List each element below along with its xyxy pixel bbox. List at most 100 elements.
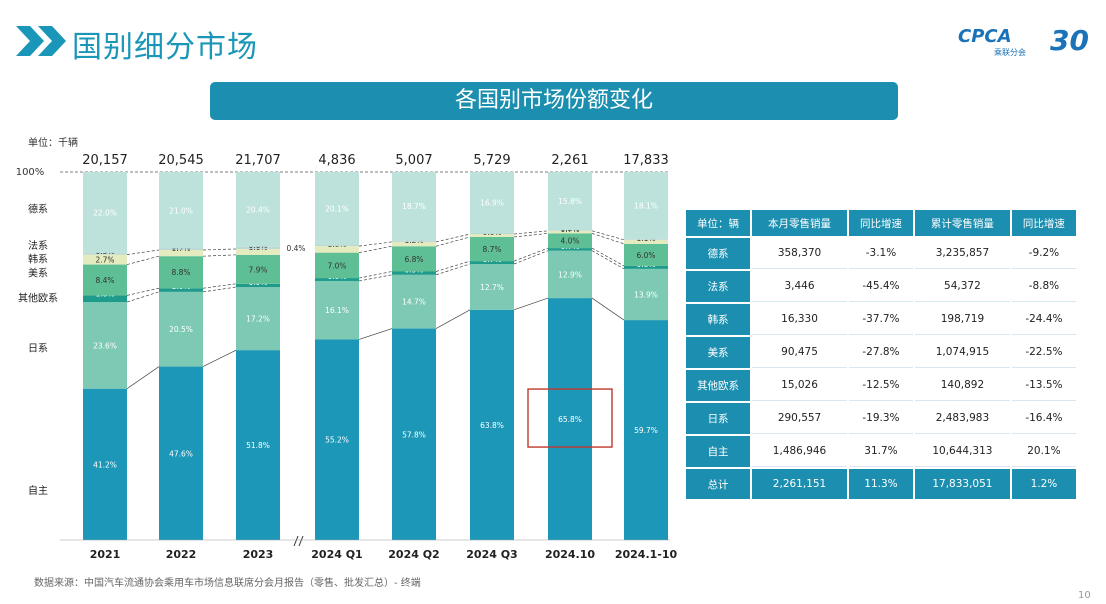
market-share-chart: 100%41.2%23.6%1.8%8.4%2.7%0.5%22.0%20,15… — [16, 153, 678, 561]
data-label: 17.2% — [246, 315, 270, 324]
bar-segment — [83, 264, 127, 296]
connector-line — [358, 271, 393, 279]
bar-segment — [470, 172, 514, 233]
unit-label: 单位：千辆 — [28, 138, 78, 149]
section-banner: 各国别市场份额变化 — [210, 82, 898, 120]
table-cell: 140,892 — [915, 370, 1010, 401]
x-tick-label: 2024 Q1 — [311, 548, 362, 561]
bar-segment — [159, 172, 203, 249]
bar-segment — [392, 271, 436, 275]
connector-line — [202, 286, 237, 293]
data-label: 20.4% — [246, 205, 270, 214]
data-source-note: 数据来源：中国汽车流通协会乘用车市场信息联席分会月报告（零售、批发汇总）- 终端 — [34, 578, 421, 589]
series-side-label: 日系 — [28, 342, 48, 354]
total-cell: 11.3% — [848, 469, 914, 499]
table-header-cell: 本月零售销量 — [752, 210, 847, 236]
data-label: 6.8% — [404, 255, 423, 264]
data-label: 16.9% — [480, 198, 504, 207]
bar-segment — [392, 240, 436, 242]
connector-line — [591, 297, 625, 321]
data-label: 8.8% — [171, 268, 190, 277]
bar-segment — [624, 238, 668, 240]
bar-segment — [236, 287, 280, 351]
total-label: 总计 — [686, 469, 751, 499]
connector-line — [513, 233, 549, 238]
bar-segment — [315, 172, 359, 246]
connector-line — [435, 260, 471, 272]
connector-line — [513, 250, 549, 265]
row-label: 韩系 — [686, 304, 751, 335]
bar-segment — [236, 172, 280, 247]
table-cell: 198,719 — [915, 304, 1010, 335]
table-row: 韩系 16,330 -37.7% 198,719 -24.4% — [686, 304, 1076, 335]
bar-segment — [315, 246, 359, 253]
bar-segment — [159, 291, 203, 367]
table-cell: 1,074,915 — [915, 337, 1010, 368]
bar-segment — [315, 278, 359, 281]
bar-segment — [159, 366, 203, 540]
data-label: 59.7% — [634, 426, 658, 435]
header-chevron-icon — [16, 26, 66, 56]
series-side-label: 其他欧系 — [18, 291, 58, 304]
x-tick-label: 2024.1-10 — [615, 548, 678, 561]
table-cell: -16.4% — [1011, 403, 1076, 434]
bar-segment — [83, 388, 127, 540]
row-label: 自主 — [686, 436, 751, 467]
data-label: 12.9% — [558, 270, 582, 279]
table-cell: 3,235,857 — [915, 238, 1010, 269]
data-label: 22.0% — [93, 208, 117, 217]
logo-sub: 乘联分会 — [994, 48, 1026, 57]
bar-segment — [624, 239, 668, 244]
connector-line — [358, 274, 393, 282]
bar-segment — [470, 261, 514, 264]
total-label: 21,707 — [235, 153, 281, 168]
bar-segment — [236, 246, 280, 249]
table-cell: 10,644,313 — [915, 436, 1010, 467]
table-cell: -24.4% — [1011, 304, 1076, 335]
series-side-label: 美系 — [28, 267, 48, 280]
x-tick-label: 2024 Q2 — [388, 548, 439, 561]
anniversary-logo: 30 — [1050, 24, 1089, 57]
connector-line — [513, 247, 549, 262]
table-cell: 31.7% — [848, 436, 914, 467]
bar-segment — [159, 248, 203, 250]
bar-segment — [624, 243, 668, 266]
data-label: 20.1% — [325, 205, 349, 214]
connector-line — [126, 255, 160, 265]
data-label: 6.0% — [636, 251, 655, 260]
bar-segment — [624, 265, 668, 269]
bar-segment — [548, 248, 592, 251]
table-cell: -37.7% — [848, 304, 914, 335]
series-side-label: 韩系 — [28, 253, 48, 266]
x-tick-label: 2024.10 — [545, 548, 595, 561]
table-cell: -12.5% — [848, 370, 914, 401]
series-side-label: 法系 — [28, 239, 48, 252]
bar-segment — [548, 230, 592, 231]
data-label: 65.8% — [558, 415, 582, 424]
page-number: 10 — [1078, 590, 1091, 601]
data-label: 4.0% — [560, 237, 579, 246]
axis-break-mark — [298, 535, 304, 547]
bar-segment — [470, 309, 514, 540]
table-cell: -13.5% — [1011, 370, 1076, 401]
table-cell: -27.8% — [848, 337, 914, 368]
row-label: 其他欧系 — [686, 370, 751, 401]
row-label: 德系 — [686, 238, 751, 269]
bar-segment — [83, 252, 127, 255]
bar-segment — [470, 234, 514, 237]
connector-line — [126, 291, 160, 303]
bar-segment — [83, 302, 127, 389]
connector-line — [591, 247, 625, 267]
connector-line — [591, 250, 625, 270]
table-cell: -3.1% — [848, 238, 914, 269]
x-tick-label: 2023 — [243, 548, 274, 561]
data-label: 55.2% — [325, 436, 349, 445]
table-header-cell: 单位：辆 — [686, 210, 751, 236]
data-label: 23.6% — [93, 341, 117, 350]
table-row: 其他欧系 15,026 -12.5% 140,892 -13.5% — [686, 370, 1076, 401]
connector-line — [358, 245, 393, 253]
connector-line — [126, 249, 160, 255]
bar-segment — [159, 288, 203, 292]
table-cell: 90,475 — [752, 337, 847, 368]
table-cell: -45.4% — [848, 271, 914, 302]
